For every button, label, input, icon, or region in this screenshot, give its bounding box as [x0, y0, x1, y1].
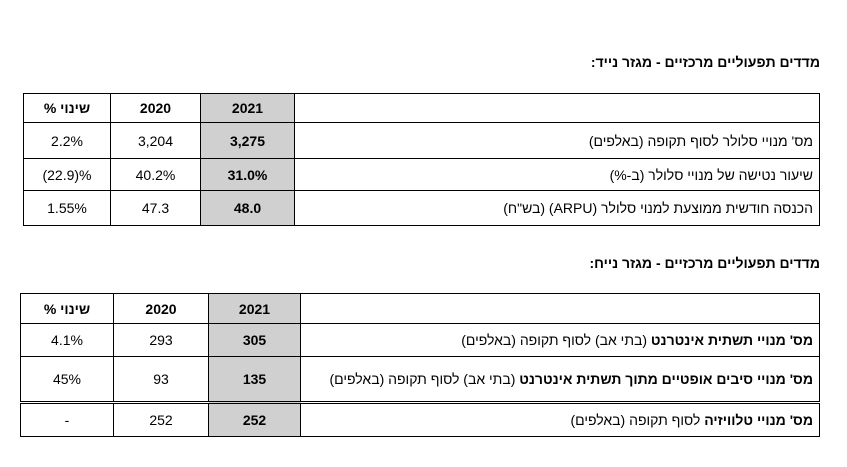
header-cell: 2020 [113, 293, 209, 324]
cell: 135 [208, 356, 301, 403]
cell: 47.3 [110, 190, 201, 226]
header-cell: % שינוי [20, 293, 114, 324]
row-label: מס' מנויי תשתית אינטרנט (בתי אב) לסוף תק… [300, 323, 820, 357]
section-title: מדדים תפעוליים מרכזיים - מגזר נייח: [589, 255, 820, 271]
cell: 31.0% [200, 158, 295, 191]
header-row: % שינוי 2020 2021 [20, 293, 820, 324]
row-label: שיעור נטישה של מנויי סלולר (ב-%) [294, 158, 820, 191]
label-text: (בתי אב) לסוף תקופה (באלפים) [329, 371, 516, 387]
cell: 305 [208, 323, 301, 357]
label-bold: מס' מנויי טלוויזיה [704, 412, 813, 428]
cell: 293 [113, 323, 209, 357]
row: (22.9)% 40.2% 31.0% שיעור נטישה של מנויי… [23, 158, 820, 191]
header-cell: 2020 [110, 93, 201, 123]
row-label: מס' מנויי סיבים אופטיים מתוך תשתית אינטר… [300, 356, 820, 403]
label-text: (בתי אב) לסוף תקופה (באלפים) [461, 332, 648, 348]
section-title: מדדים תפעוליים מרכזיים - מגזר נייד: [590, 54, 820, 70]
header-cell [294, 93, 820, 123]
row: - 252 252 מס' מנויי טלוויזיה לסוף תקופה … [20, 401, 820, 437]
cell: 2.2% [23, 122, 111, 159]
label-bold: מס' מנויי סיבים אופטיים מתוך תשתית אינטר… [519, 371, 813, 387]
cell: 48.0 [200, 190, 295, 226]
row-label: מס' מנויי סלולר לסוף תקופה (באלפים) [294, 122, 820, 159]
row-label: מס' מנויי טלוויזיה לסוף תקופה (באלפים) [300, 401, 820, 437]
cell: 252 [113, 401, 209, 437]
header-cell [300, 293, 820, 324]
row: 2.2% 3,204 3,275 מס' מנויי סלולר לסוף תק… [23, 122, 820, 159]
header-cell: 2021 [200, 93, 295, 123]
row: 45% 93 135 מס' מנויי סיבים אופטיים מתוך … [20, 356, 820, 403]
cell: 4.1% [20, 323, 114, 357]
cell: (22.9)% [23, 158, 111, 191]
row: 4.1% 293 305 מס' מנויי תשתית אינטרנט (בת… [20, 323, 820, 357]
row-label: הכנסה חודשית ממוצעת למנוי סלולר (ARPU) (… [294, 190, 820, 226]
table: % שינוי 2020 2021 2.2% 3,204 3,275 מס' מ… [23, 93, 820, 226]
cell: 252 [208, 401, 301, 437]
cell: 3,275 [200, 122, 295, 159]
label-bold: מס' מנויי תשתית אינטרנט [650, 332, 813, 348]
cell: - [20, 401, 114, 437]
header-cell: % שינוי [23, 93, 111, 123]
table: % שינוי 2020 2021 4.1% 293 305 מס' מנויי… [20, 293, 820, 437]
header-cell: 2021 [208, 293, 301, 324]
header-row: % שינוי 2020 2021 [23, 93, 820, 123]
label-text: לסוף תקופה (באלפים) [570, 412, 701, 428]
cell: 45% [20, 356, 114, 403]
row: 1.55% 47.3 48.0 הכנסה חודשית ממוצעת למנו… [23, 190, 820, 226]
cell: 93 [113, 356, 209, 403]
cell: 1.55% [23, 190, 111, 226]
cell: 3,204 [110, 122, 201, 159]
cell: 40.2% [110, 158, 201, 191]
